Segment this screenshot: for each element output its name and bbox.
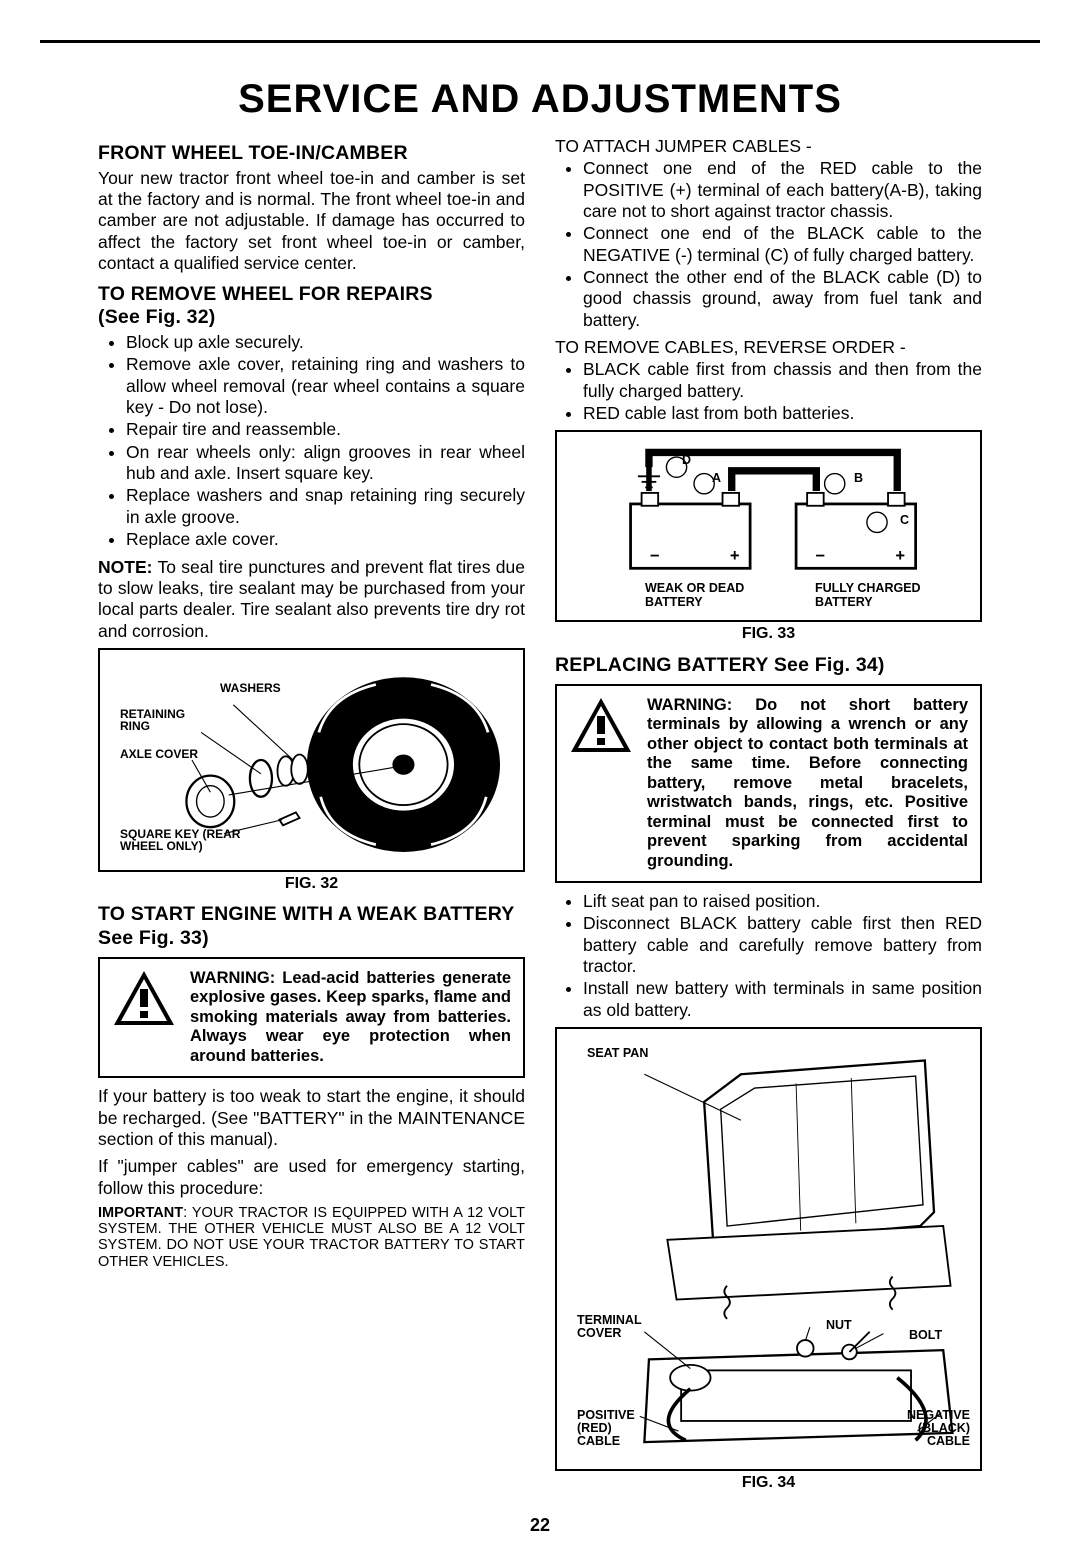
warning-box-batteries: WARNING: Lead-acid batteries generate ex… [98, 957, 525, 1078]
label-full-battery: FULLY CHARGED BATTERY [815, 582, 921, 608]
heading-remove-wheel: TO REMOVE WHEEL FOR REPAIRS (See Fig. 32… [98, 283, 525, 331]
label-A: A [712, 472, 721, 485]
figure-33: − + − + [555, 430, 982, 622]
svg-text:+: + [895, 546, 905, 565]
list-item: On rear wheels only: align grooves in re… [126, 442, 525, 485]
label-weak-battery: WEAK OR DEAD BATTERY [645, 582, 744, 608]
list-item: Connect one end of the RED cable to the … [583, 158, 982, 222]
note-text: To seal tire punctures and prevent flat … [98, 557, 525, 641]
label-washers: WASHERS [220, 682, 281, 695]
heading-weak-battery: TO START ENGINE WITH A WEAK BATTERY See … [98, 903, 525, 951]
important-note: IMPORTANT: YOUR TRACTOR IS EQUIPPED WITH… [98, 1205, 525, 1270]
important-label: IMPORTANT [98, 1205, 183, 1221]
heading-text: TO REMOVE WHEEL FOR REPAIRS [98, 283, 433, 305]
list-item: Replace axle cover. [126, 529, 525, 550]
page-title: SERVICE AND ADJUSTMENTS [98, 77, 982, 122]
label-bolt: BOLT [909, 1329, 942, 1342]
list-item: Disconnect BLACK battery cable first the… [583, 913, 982, 977]
svg-text:−: − [650, 546, 660, 565]
list-item: Connect the other end of the BLACK cable… [583, 267, 982, 331]
list-item: Install new battery with terminals in sa… [583, 978, 982, 1021]
para-toe-in: Your new tractor front wheel toe-in and … [98, 168, 525, 275]
list-item: RED cable last from both batteries. [583, 403, 982, 424]
warning-box-terminals: WARNING: Do not short battery terminals … [555, 684, 982, 883]
list-item: BLACK cable first from chassis and then … [583, 359, 982, 402]
left-column: FRONT WHEEL TOE-IN/CAMBER Your new tract… [98, 134, 525, 1503]
heading-subtext: (See Fig. 32) [98, 306, 215, 328]
para-recharge: If your battery is too weak to start the… [98, 1086, 525, 1150]
label-seat-pan: SEAT PAN [587, 1047, 648, 1060]
list-item: Remove axle cover, retaining ring and wa… [126, 354, 525, 418]
remove-wheel-list: Block up axle securely. Remove axle cove… [98, 332, 525, 550]
warning-text: WARNING: Lead-acid batteries generate ex… [190, 969, 511, 1066]
svg-text:−: − [815, 546, 825, 565]
label-nut: NUT [826, 1319, 852, 1332]
subhead-remove: TO REMOVE CABLES, REVERSE ORDER - [555, 337, 982, 358]
replace-battery-list: Lift seat pan to raised position. Discon… [555, 891, 982, 1021]
right-column: TO ATTACH JUMPER CABLES - Connect one en… [555, 134, 982, 1503]
fig34-caption: FIG. 34 [555, 1473, 982, 1493]
heading-replacing-battery: REPLACING BATTERY See Fig. 34) [555, 654, 982, 678]
note-label: NOTE: [98, 557, 152, 577]
warning-icon [112, 969, 176, 1066]
label-negative-cable: NEGATIVE (BLACK) CABLE [907, 1409, 970, 1448]
para-jumper: If "jumper cables" are used for emergenc… [98, 1156, 525, 1199]
warning-text: WARNING: Do not short battery terminals … [647, 696, 968, 871]
warning-triangle-icon [112, 969, 176, 1027]
warning-label: WARNING [190, 969, 270, 987]
label-D: D [682, 454, 691, 467]
label-square-key: SQUARE KEY (REAR WHEEL ONLY) [120, 828, 240, 853]
list-item: Connect one end of the BLACK cable to th… [583, 223, 982, 266]
list-item: Repair tire and reassemble. [126, 419, 525, 440]
fig33-caption: FIG. 33 [555, 624, 982, 644]
remove-list: BLACK cable first from chassis and then … [555, 359, 982, 424]
label-retaining-ring: RETAINING RING [120, 708, 185, 733]
label-B: B [854, 472, 863, 485]
fig32-caption: FIG. 32 [98, 874, 525, 894]
figure-34: SEAT PAN TERMINAL COVER NUT BOLT POSITIV… [555, 1027, 982, 1471]
page-number: 22 [98, 1515, 982, 1536]
list-item: Replace washers and snap retaining ring … [126, 485, 525, 528]
list-item: Lift seat pan to raised position. [583, 891, 982, 912]
warning-triangle-icon [569, 696, 633, 754]
label-positive-cable: POSITIVE (RED) CABLE [577, 1409, 635, 1448]
subhead-attach: TO ATTACH JUMPER CABLES - [555, 136, 982, 157]
note-tire-sealant: NOTE: To seal tire punctures and prevent… [98, 557, 525, 642]
figure-32: WASHERS RETAINING RING AXLE COVER SQUARE… [98, 648, 525, 872]
label-C: C [900, 514, 909, 527]
label-axle-cover: AXLE COVER [120, 748, 198, 761]
manual-page: SERVICE AND ADJUSTMENTS FRONT WHEEL TOE-… [40, 40, 1040, 1566]
label-terminal-cover: TERMINAL COVER [577, 1314, 642, 1340]
list-item: Block up axle securely. [126, 332, 525, 353]
warning-icon [569, 696, 633, 871]
heading-toe-in: FRONT WHEEL TOE-IN/CAMBER [98, 142, 525, 166]
svg-text:+: + [730, 546, 740, 565]
attach-list: Connect one end of the RED cable to the … [555, 158, 982, 331]
seat-diagram-svg [557, 1029, 980, 1469]
columns: FRONT WHEEL TOE-IN/CAMBER Your new tract… [98, 134, 982, 1503]
